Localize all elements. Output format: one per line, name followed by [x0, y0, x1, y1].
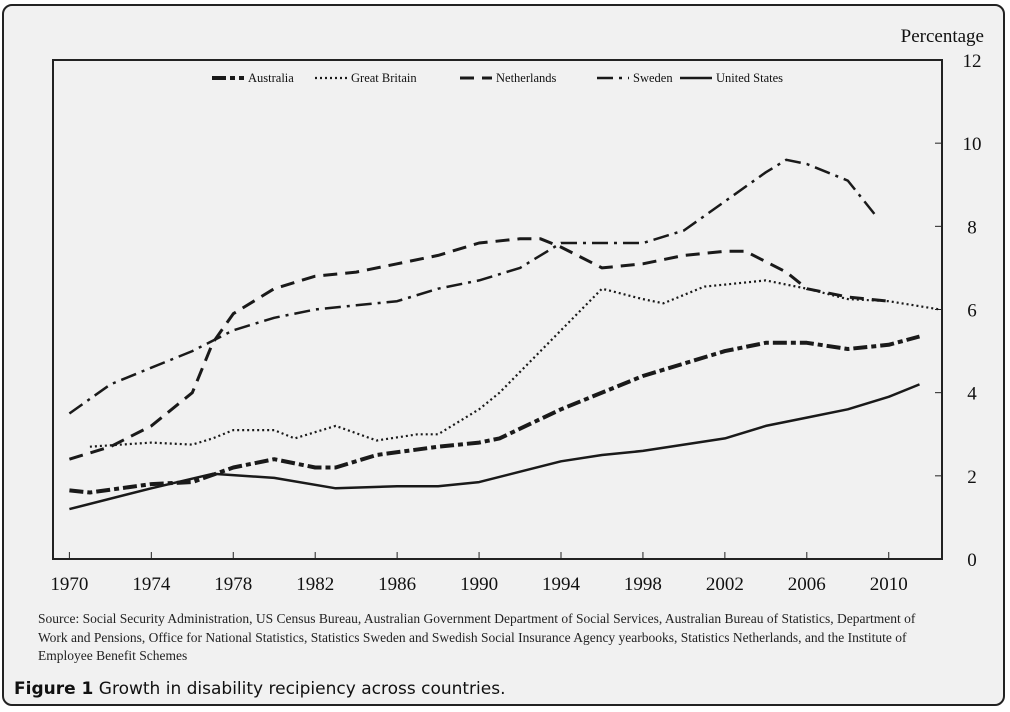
- series-line-australia: [69, 334, 921, 495]
- x-tick-label: 2006: [788, 574, 826, 595]
- figure-caption: Figure 1 Growth in disability recipiency…: [14, 679, 506, 699]
- legend-label: Sweden: [633, 71, 673, 85]
- series-line-sweden: [68, 158, 876, 415]
- x-tick-label: 1998: [624, 574, 662, 595]
- y-tick-label: 10: [963, 134, 982, 155]
- x-tick-label: 1978: [214, 574, 252, 595]
- series-line-united-states: [69, 383, 920, 511]
- y-tick-label: 6: [967, 301, 977, 322]
- x-tick-label: 1986: [378, 574, 416, 595]
- legend-label: Great Britain: [351, 71, 417, 85]
- series-line-netherlands: [68, 237, 889, 461]
- y-axis-label: Percentage: [901, 26, 984, 47]
- figure-label: Figure 1: [14, 679, 94, 699]
- x-tick-label: 1994: [542, 574, 581, 595]
- x-tick-label: 2010: [870, 574, 908, 595]
- legend-label: United States: [716, 71, 783, 85]
- y-tick-label: 0: [967, 550, 977, 571]
- legend-label: Netherlands: [496, 71, 557, 85]
- x-tick-label: 1990: [460, 574, 498, 595]
- x-tick-label: 1974: [132, 574, 171, 595]
- legend-label: Australia: [248, 71, 294, 85]
- x-tick-label: 1970: [50, 574, 88, 595]
- y-tick-label: 8: [967, 217, 977, 238]
- y-tick-label: 4: [967, 384, 977, 405]
- y-tick-label: 12: [963, 51, 982, 72]
- x-tick-label: 1982: [296, 574, 334, 595]
- x-tick-label: 2002: [706, 574, 744, 595]
- figure-title: Growth in disability recipiency across c…: [93, 679, 506, 699]
- y-tick-label: 2: [967, 467, 977, 488]
- source-note: Source: Social Security Administration, …: [38, 611, 916, 663]
